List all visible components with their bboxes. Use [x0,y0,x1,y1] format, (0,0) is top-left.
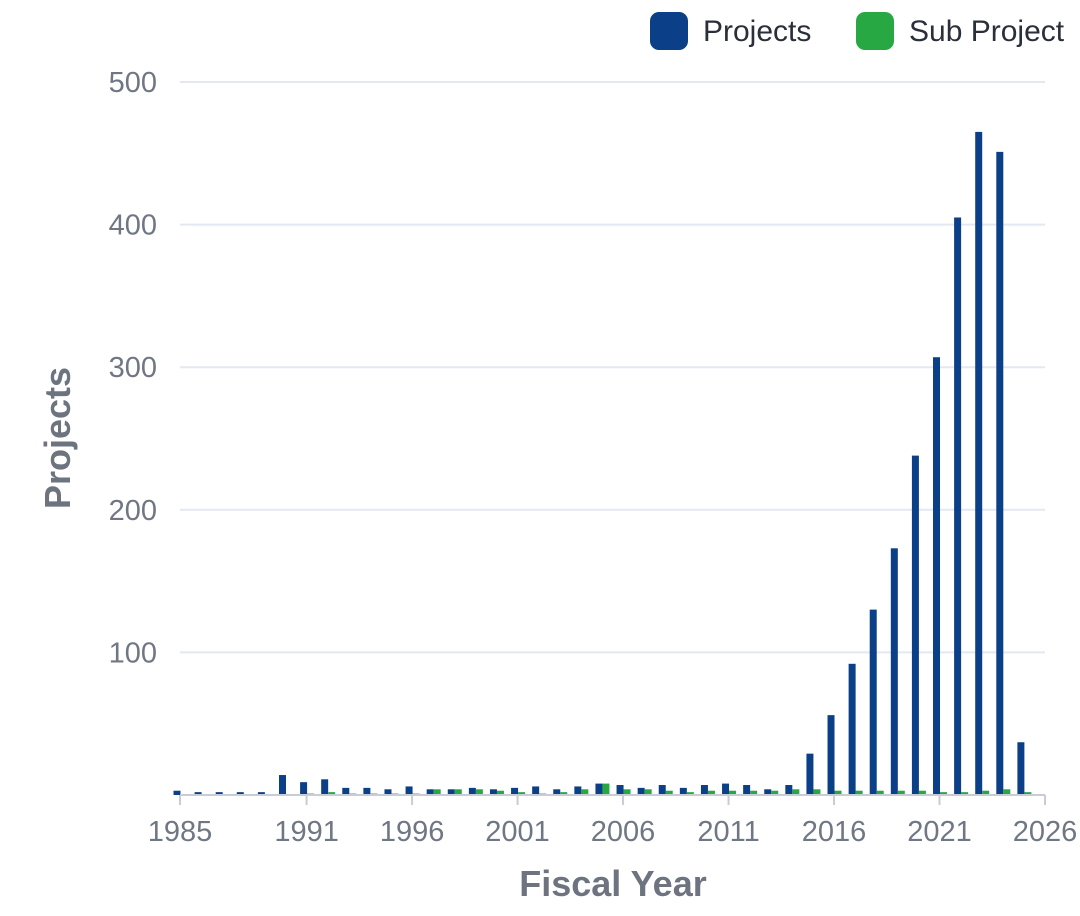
bar-projects-2004[interactable] [574,786,582,795]
bar-sub-project-2018[interactable] [876,790,884,795]
bar-sub-project-2020[interactable] [918,790,926,795]
x-tick-label-1985: 1985 [148,816,213,848]
bar-sub-project-2005[interactable] [602,783,610,795]
bar-projects-2007[interactable] [637,787,645,795]
bar-sub-project-2001[interactable] [518,792,526,795]
bar-projects-2010[interactable] [700,785,708,795]
bar-projects-2008[interactable] [658,785,666,795]
bar-projects-2003[interactable] [553,789,561,795]
bar-sub-project-2009[interactable] [686,792,694,795]
bar-projects-1999[interactable] [468,787,476,795]
bar-sub-project-2014[interactable] [792,789,800,795]
y-tick-label-200: 200 [109,495,157,527]
x-tick-label-2026: 2026 [1013,816,1078,848]
x-tick-label-2021: 2021 [907,816,972,848]
bar-projects-2012[interactable] [743,785,751,795]
bar-projects-1986[interactable] [194,792,202,795]
bar-projects-2014[interactable] [785,785,793,795]
y-tick-labels: 100 200 300 400 500 [109,67,157,669]
bar-sub-project-2008[interactable] [665,790,673,795]
bar-sub-project-2004[interactable] [581,789,589,795]
y-tick-label-100: 100 [109,637,157,669]
bar-projects-2000[interactable] [489,789,497,795]
bar-projects-2025[interactable] [1017,742,1025,795]
x-ticks: 1985 1991 1996 2001 2006 2011 2016 2021 2026 [148,795,1078,848]
bar-sub-project-1992[interactable] [328,792,336,795]
bar-projects-2017[interactable] [848,663,856,795]
bar-projects-1996[interactable] [405,786,413,795]
legend-swatch-projects [650,12,688,50]
bar-projects-1989[interactable] [257,792,265,795]
bar-projects-2020[interactable] [911,455,919,795]
bar-sub-project-1997[interactable] [433,789,441,795]
bar-projects-2009[interactable] [679,787,687,795]
bar-projects-2019[interactable] [890,548,898,795]
bar-projects-2002[interactable] [532,786,540,795]
bar-projects-1990[interactable] [278,775,286,795]
bar-sub-project-2024[interactable] [1003,789,1011,795]
x-axis-title: Fiscal Year [519,863,707,904]
bar-sub-project-2022[interactable] [961,792,969,795]
legend-swatch-sub-project [856,12,894,50]
bar-projects-2011[interactable] [722,783,730,795]
bar-projects-2021[interactable] [933,357,941,795]
bar-projects-1993[interactable] [342,787,350,795]
x-tick-label-2011: 2011 [697,816,759,848]
bar-projects-2006[interactable] [616,785,624,795]
x-tick-label-1991: 1991 [274,816,339,848]
legend: Projects Sub Project [650,12,1065,50]
y-tick-label-300: 300 [109,352,157,384]
bar-projects-1994[interactable] [363,787,371,795]
bar-sub-project-2016[interactable] [834,790,842,795]
bar-sub-project-1998[interactable] [454,789,462,795]
bar-sub-project-2000[interactable] [496,790,504,795]
bar-sub-project-2023[interactable] [982,790,990,795]
bar-sub-project-2015[interactable] [813,789,821,795]
y-tick-label-400: 400 [109,210,157,242]
bar-projects-2015[interactable] [806,753,814,795]
x-tick-label-1996: 1996 [380,816,445,848]
bar-projects-1988[interactable] [236,792,244,795]
bar-sub-project-2013[interactable] [771,790,779,795]
bar-projects-1987[interactable] [215,792,223,795]
bar-sub-project-2006[interactable] [623,789,631,795]
bar-projects-1997[interactable] [426,789,434,795]
bar-sub-project-2021[interactable] [940,792,948,795]
bar-projects-1995[interactable] [384,789,392,795]
bar-projects-2023[interactable] [975,131,983,795]
legend-item-sub-project[interactable]: Sub Project [856,12,1065,50]
bars [173,131,1032,796]
bar-projects-1985[interactable] [173,790,181,795]
bar-projects-2022[interactable] [954,217,962,796]
bar-sub-project-2025[interactable] [1024,792,1032,795]
y-tick-label-500: 500 [109,67,157,99]
bar-sub-project-2011[interactable] [729,790,737,795]
bar-sub-project-2019[interactable] [897,790,905,795]
bar-projects-2013[interactable] [764,789,772,795]
bar-projects-1992[interactable] [321,779,329,795]
bar-projects-2018[interactable] [869,609,877,795]
y-axis-title: Projects [37,367,78,509]
x-tick-label-2016: 2016 [802,816,867,848]
bar-projects-2016[interactable] [827,715,835,795]
legend-label-sub-project: Sub Project [909,15,1065,48]
x-tick-label-2006: 2006 [591,816,656,848]
bar-projects-2001[interactable] [511,787,519,795]
legend-item-projects[interactable]: Projects [650,12,811,50]
bar-sub-project-2007[interactable] [644,789,652,795]
bar-projects-1991[interactable] [300,782,308,795]
bar-projects-1998[interactable] [447,789,455,795]
bar-sub-project-2010[interactable] [707,790,715,795]
bar-sub-project-2012[interactable] [750,790,758,795]
bar-sub-project-2017[interactable] [855,790,863,795]
x-tick-label-2001: 2001 [485,816,550,848]
legend-label-projects: Projects [703,15,811,48]
bar-sub-project-1999[interactable] [475,789,483,795]
bar-sub-project-2003[interactable] [560,792,568,795]
gridlines [180,81,1045,654]
bar-projects-2024[interactable] [996,151,1004,795]
bar-projects-2005[interactable] [595,783,603,795]
